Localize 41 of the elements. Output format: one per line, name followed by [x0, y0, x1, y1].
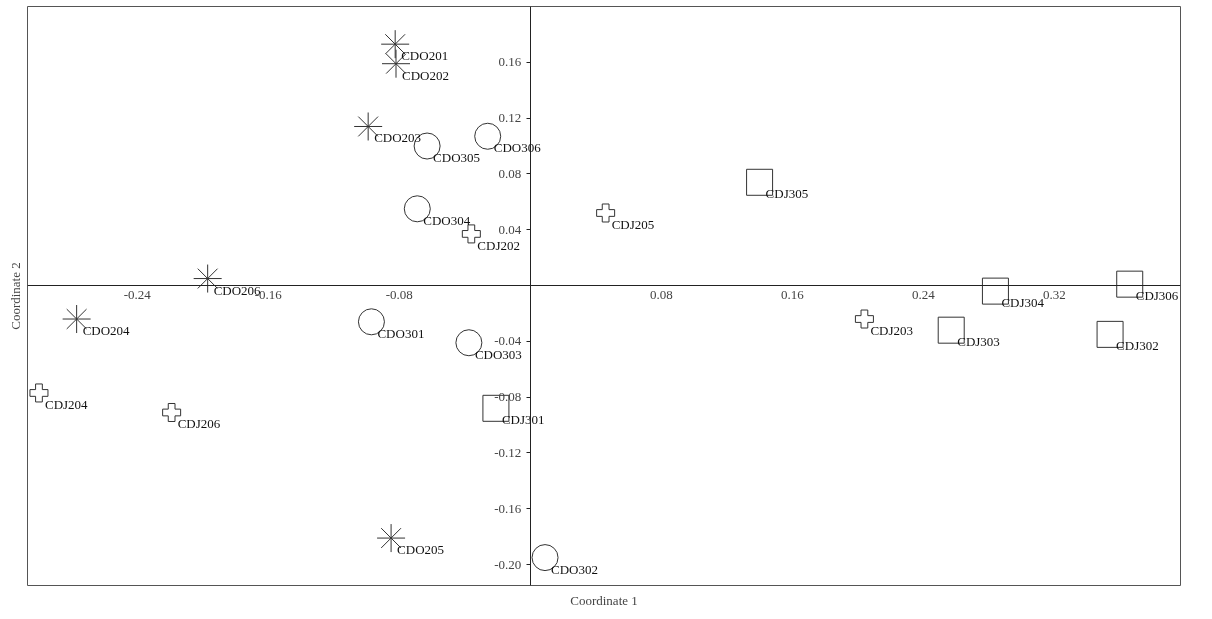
y-tick-label: 0.16	[498, 54, 522, 70]
annotation: CDJ303	[957, 334, 1000, 350]
y-tick-label: 0.08	[498, 165, 522, 181]
annotation: CDO304	[423, 212, 471, 228]
y-tick-label: -0.04	[494, 333, 522, 349]
y-tick-label: -0.20	[494, 556, 522, 572]
point	[854, 309, 874, 329]
annotation: CDJ204	[44, 396, 89, 412]
x-tick-label: 0.24	[911, 286, 936, 302]
annotation: CDO305	[433, 150, 481, 166]
annotation: CDO204	[82, 323, 131, 339]
x-axis-title: Coordinate 1	[570, 592, 638, 608]
point	[162, 403, 182, 422]
annotation: CDJ205	[611, 216, 655, 232]
y-tick-label: 0.04	[498, 221, 522, 237]
point	[596, 203, 616, 223]
point	[29, 383, 49, 403]
y-axis-title: Coordinate 2	[7, 262, 23, 330]
annotation: CDO202	[402, 67, 449, 83]
annotation: CDJ202	[477, 237, 520, 253]
x-tick-label: -0.08	[385, 286, 413, 302]
x-tick-label: 0.32	[1043, 286, 1066, 302]
annotation: CDO203	[374, 130, 422, 146]
y-tick-label: 0.12	[498, 110, 522, 126]
annotation: CDJ302	[1116, 338, 1159, 354]
annotation: CDJ203	[870, 323, 914, 339]
y-tick-label: -0.16	[494, 500, 522, 516]
annotation: CDO205	[397, 542, 445, 558]
x-tick-label: -0.24	[123, 286, 152, 302]
annotation: CDO301	[377, 325, 425, 341]
annotation: CDJ305	[765, 186, 809, 202]
point	[461, 224, 481, 244]
annotation: CDO303	[474, 346, 522, 362]
annotation: CDO201	[401, 48, 449, 64]
annotation: CDO302	[551, 561, 598, 577]
annotation: CDJ206	[177, 416, 221, 432]
annotation: CDJ306	[1135, 288, 1179, 304]
y-tick-label: -0.12	[494, 444, 522, 460]
x-tick-label: 0.16	[780, 286, 805, 302]
y-tick-label: -0.08	[494, 389, 522, 405]
x-tick-label: 0.08	[649, 286, 673, 302]
